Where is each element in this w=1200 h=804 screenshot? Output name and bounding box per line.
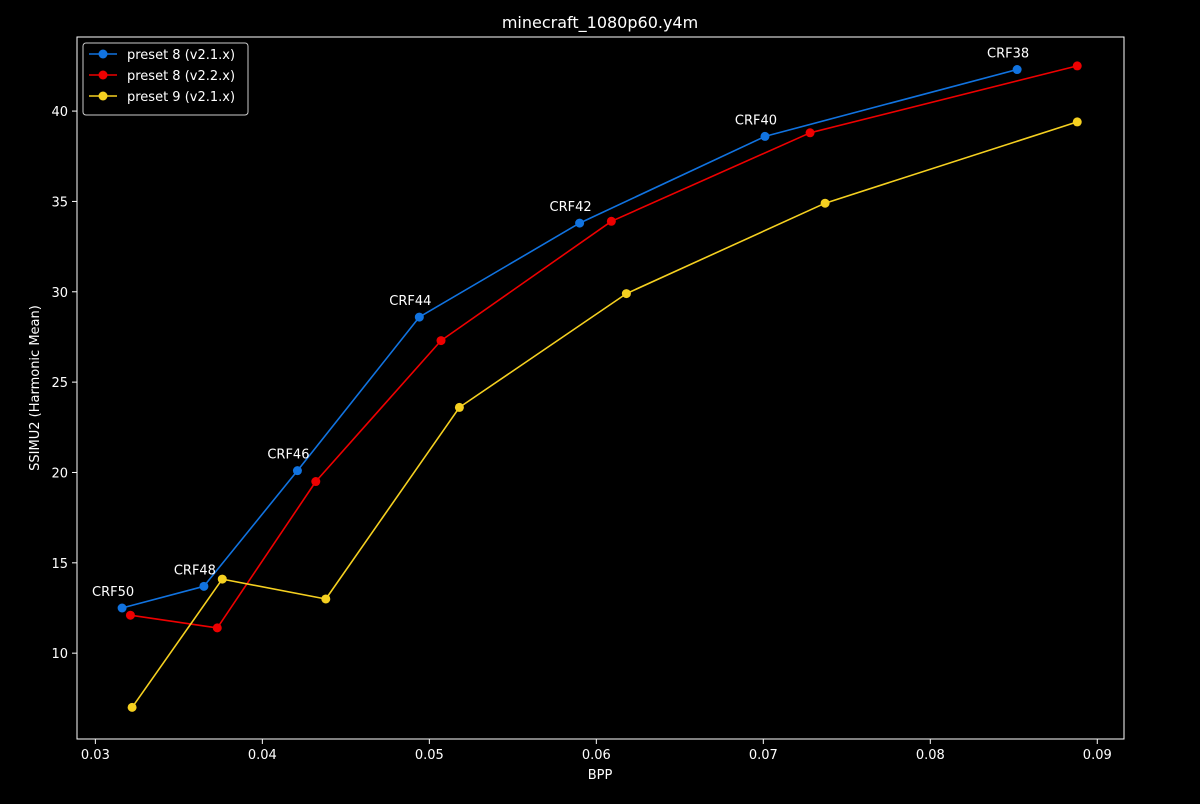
data-point (1072, 61, 1082, 71)
y-tick-label: 20 (51, 466, 68, 481)
data-point (117, 603, 127, 613)
chart-title: minecraft_1080p60.y4m (502, 13, 698, 33)
data-point (311, 477, 321, 487)
data-point (805, 128, 815, 138)
data-point (127, 702, 137, 712)
data-point (454, 402, 464, 412)
x-tick-label: 0.07 (749, 748, 778, 763)
data-point (820, 198, 830, 208)
y-tick-label: 40 (51, 105, 68, 120)
x-axis-label: BPP (588, 768, 613, 783)
data-point (199, 581, 209, 591)
axes-frame (76, 36, 1125, 740)
legend-marker (98, 91, 108, 101)
data-point (414, 312, 424, 322)
data-point (606, 216, 616, 226)
x-tick-label: 0.05 (415, 748, 444, 763)
annotation-label: CRF42 (550, 200, 592, 215)
x-tick-label: 0.08 (916, 748, 945, 763)
data-point (292, 466, 302, 476)
data-point (575, 218, 585, 228)
data-point (217, 574, 227, 584)
data-point (1012, 65, 1022, 75)
y-tick-label: 30 (51, 286, 68, 301)
x-tick-label: 0.09 (1083, 748, 1112, 763)
y-tick-label: 15 (51, 557, 68, 572)
legend-label: preset 8 (v2.2.x) (127, 69, 235, 84)
legend-label: preset 9 (v2.1.x) (127, 90, 235, 105)
annotation-label: CRF50 (92, 585, 134, 600)
data-point (621, 289, 631, 299)
legend-label: preset 8 (v2.1.x) (127, 48, 235, 63)
annotation-label: CRF40 (735, 113, 777, 128)
legend-frame (82, 42, 249, 116)
legend-marker (98, 49, 108, 59)
plot-area: 0.03 0.04 0.05 0.06 0.07 0.08 0.09 10 15 20 25 30 35… (51, 36, 1125, 763)
data-point (212, 623, 222, 633)
data-point (1072, 117, 1082, 127)
x-tick-label: 0.03 (81, 748, 110, 763)
annotation-label: CRF38 (987, 47, 1029, 62)
annotation-label: CRF46 (267, 448, 309, 463)
data-point (436, 336, 446, 346)
y-tick-label: 25 (51, 376, 68, 391)
y-tick-label: 10 (51, 647, 68, 662)
y-axis-label: SSIMU2 (Harmonic Mean) (28, 305, 43, 471)
data-point (760, 131, 770, 141)
legend-marker (98, 70, 108, 80)
legend: preset 8 (v2.1.x) preset 8 (v2.2.x) preset… (82, 42, 249, 116)
data-point (321, 594, 331, 604)
y-tick-label: 35 (51, 195, 68, 210)
annotation-label: CRF48 (174, 563, 216, 578)
annotation-label: CRF44 (389, 294, 431, 309)
data-point (125, 610, 135, 620)
x-tick-label: 0.04 (248, 748, 277, 763)
x-tick-label: 0.06 (582, 748, 611, 763)
